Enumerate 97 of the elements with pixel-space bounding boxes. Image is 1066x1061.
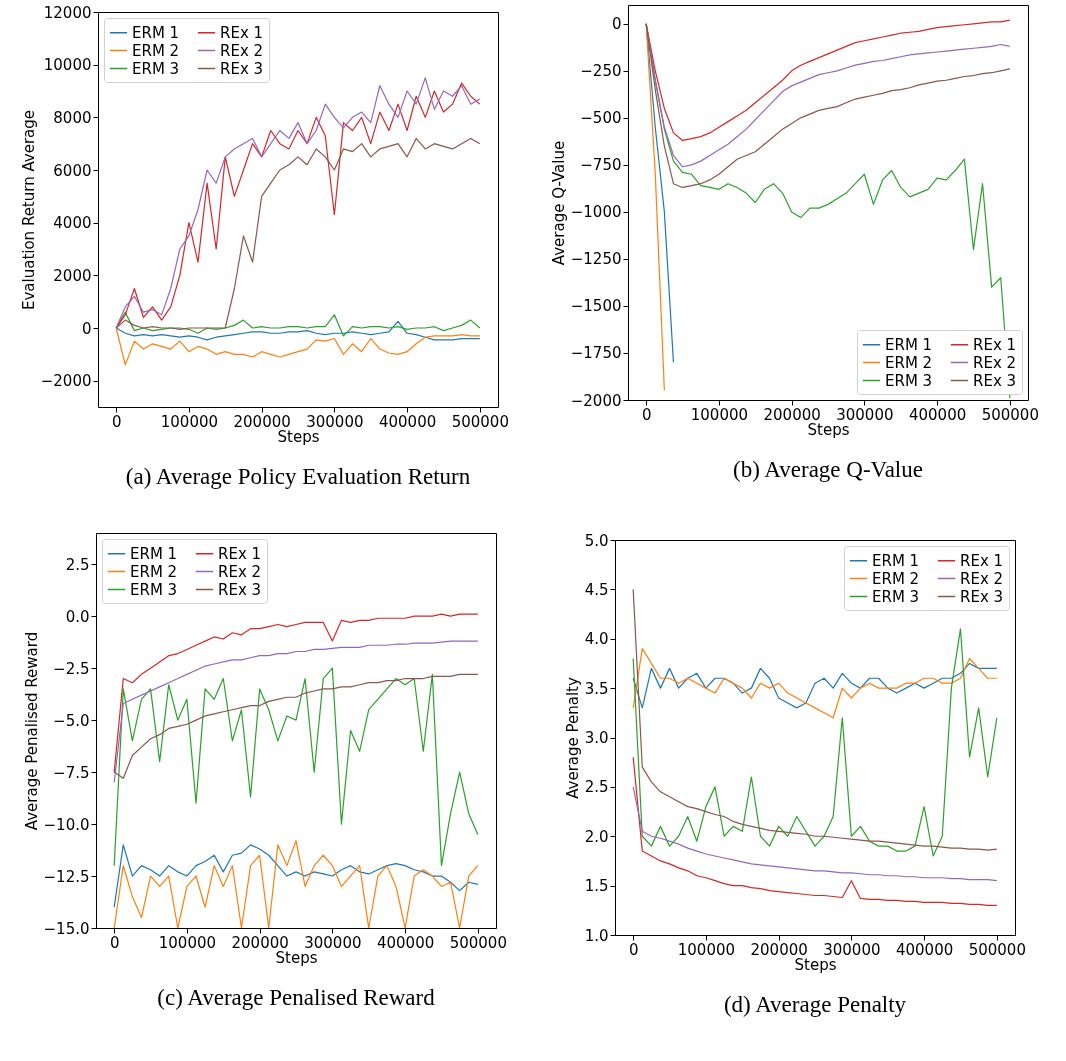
y-axis-title: Evaluation Return Average [19,109,38,311]
line-series [113,613,478,773]
line-series [115,327,481,366]
x-tick-label: 100000 [677,940,735,959]
line-series [113,673,478,779]
legend-label: REx 2 [959,569,1003,588]
legend-label: ERM 3 [132,59,180,78]
y-axis-title: Average Penalised Reward [22,631,41,831]
y-tick-label: −15.0 [43,919,89,938]
x-tick-label: 400000 [895,940,953,959]
y-tick-label: 0.0 [65,607,89,626]
y-tick-label: −1500 [570,297,622,316]
text: (a) Average Policy Evaluation Return [125,464,471,489]
line-series [113,840,478,928]
y-tick-label: −2000 [570,391,622,410]
legend-label: REx 2 [220,41,264,60]
legend-label: REx 2 [973,353,1017,372]
text: (c) Average Penalised Reward [156,985,435,1010]
line-series [632,662,997,709]
y-tick-label: 2000 [53,266,92,285]
y-tick-label: 4.0 [584,630,608,649]
y-tick-label: −12.5 [43,867,89,886]
y-tick-label: 3.5 [584,679,608,698]
y-tick-label: −7.5 [52,763,89,782]
legend-label: ERM 2 [871,569,919,588]
legend-label: ERM 1 [885,335,933,354]
line-series [632,628,997,857]
line-series [115,137,481,330]
x-tick-label: 100000 [158,933,216,952]
y-tick-label: −250 [580,62,622,81]
text: (b) Average Q-Value [733,457,923,482]
x-tick-label: 500000 [981,405,1039,424]
y-tick-label: 12000 [43,3,92,22]
x-tick-label: 0 [628,940,638,959]
line-series [632,756,997,906]
y-tick-label: 0 [611,15,622,34]
line-series [115,320,481,341]
line-series [645,19,1011,142]
y-tick-label: 3.0 [584,729,608,747]
y-tick-label: 4.5 [584,580,608,599]
y-tick-label: 1.0 [584,926,608,945]
line-series [113,844,478,908]
text: (d) Average Penalty [723,992,907,1017]
y-tick-label: 6000 [53,161,92,180]
legend-label: ERM 1 [129,544,177,563]
x-tick-label: 400000 [908,405,967,424]
legend-label: REx 3 [220,59,264,78]
line-series [632,648,997,719]
line-series [632,786,997,882]
x-tick-label: 400000 [378,412,437,431]
y-tick-label: −5.0 [52,711,89,730]
legend-label: REx 2 [217,562,261,581]
legend-label: REx 3 [959,587,1003,606]
line-series [113,640,478,784]
legend-label: ERM 1 [132,23,180,42]
y-tick-label: −2000 [40,372,92,391]
legend-label: ERM 3 [885,371,933,390]
legend-label: ERM 1 [871,551,919,570]
y-tick-label: 2.5 [584,778,608,797]
y-tick-label: 5.0 [584,531,608,550]
x-tick-label: 500000 [968,940,1026,959]
legend-label: REx 3 [217,580,261,599]
y-tick-label: −500 [580,109,622,128]
y-axis-title: Average Q-Value [549,140,568,266]
legend-label: ERM 3 [129,580,177,599]
y-tick-label: 10000 [43,56,92,75]
x-tick-label: 500000 [449,933,507,952]
legend-label: REx 1 [217,544,261,563]
y-tick-label: 0 [81,319,92,338]
y-tick-label: 2.0 [584,827,608,846]
x-tick-label: 500000 [451,412,509,431]
y-tick-label: −10.0 [43,815,89,834]
legend-label: ERM 2 [129,562,177,581]
legend-label: ERM 3 [871,587,919,606]
x-tick-label: 100000 [160,412,219,431]
y-axis-title: Average Penalty [563,677,582,799]
x-tick-label: 100000 [690,405,749,424]
legend-label: REx 1 [220,23,264,42]
y-tick-label: −1750 [570,344,622,363]
legend-label: REx 3 [973,371,1017,390]
y-tick-label: −1000 [570,203,622,222]
y-tick-label: 8000 [53,108,92,127]
legend-label: REx 1 [973,335,1017,354]
y-tick-label: 4000 [53,214,92,233]
y-tick-label: −750 [580,156,622,175]
x-tick-label: 0 [641,405,652,424]
y-tick-label: 1.5 [584,877,608,896]
y-tick-label: −1250 [570,250,622,269]
x-tick-label: 0 [111,412,122,431]
y-tick-label: −2.5 [52,659,89,678]
legend-label: ERM 2 [132,41,180,60]
line-series [113,667,478,867]
legend-label: ERM 2 [885,353,933,372]
y-tick-label: 2.5 [65,555,89,574]
x-tick-label: 0 [109,933,119,952]
legend-label: REx 1 [959,551,1003,570]
x-tick-label: 400000 [376,933,434,952]
